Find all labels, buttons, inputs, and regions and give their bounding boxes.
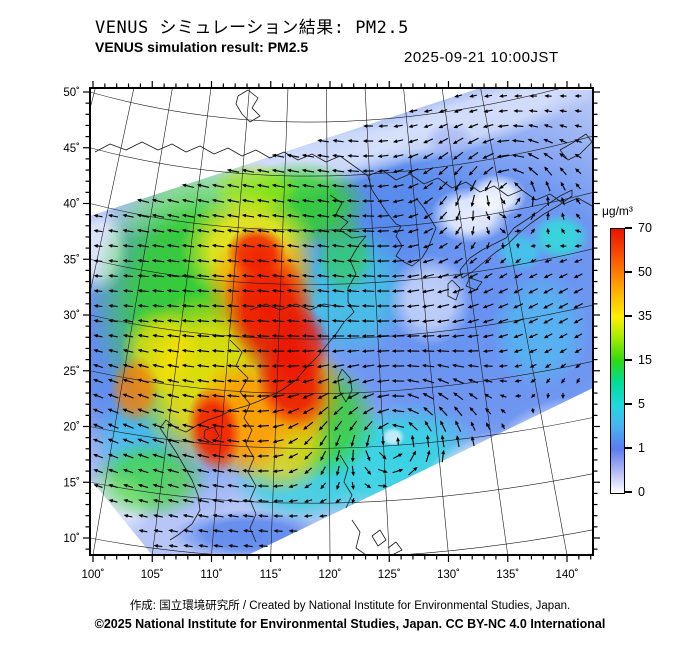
axis-ticks xyxy=(83,81,600,562)
coastline-path xyxy=(229,339,257,543)
footer-copyright: ©2025 National Institute for Environment… xyxy=(94,617,606,631)
colorbar: μg/m³ 70 50 35 15 5 1 0 xyxy=(598,204,698,504)
lat-tick-label: 25˚ xyxy=(63,366,80,378)
colorbar-tick-label: 15 xyxy=(638,353,652,367)
lat-tick-label: 15˚ xyxy=(63,477,80,489)
lat-tick-label: 45˚ xyxy=(63,143,80,155)
colorbar-tick xyxy=(625,271,632,273)
axis-tick-labels: 100˚ 105˚ 110˚ 115˚ 120˚ 125˚ 130˚ 135˚ 140˚ 10˚ 1… xyxy=(63,87,578,581)
coastline-path xyxy=(235,89,261,123)
coastline-path xyxy=(447,279,461,301)
lat-tick-label: 20˚ xyxy=(63,422,80,434)
coastline-path xyxy=(339,454,353,509)
page-title-english: VENUS simulation result: PM2.5 xyxy=(95,39,309,55)
lon-tick-label: 120˚ xyxy=(318,569,341,581)
lon-tick-label: 110˚ xyxy=(200,569,222,581)
wind-vector-arrows xyxy=(92,94,583,548)
lon-tick-label: 125˚ xyxy=(378,569,401,581)
colorbar-tick-label: 50 xyxy=(638,265,652,279)
lon-tick-label: 135˚ xyxy=(496,569,519,581)
coastline-path xyxy=(351,519,367,555)
colorbar-tick-label: 70 xyxy=(638,221,652,235)
lon-tick-label: 105˚ xyxy=(141,569,164,581)
lon-tick-label: 115˚ xyxy=(260,569,282,581)
lat-tick-label: 30˚ xyxy=(63,310,80,322)
page-title-japanese: VENUS シミュレーション結果: PM2.5 xyxy=(95,18,409,38)
colorbar-tick-label: 0 xyxy=(638,485,645,499)
coastline-path xyxy=(249,303,341,311)
coastline-path xyxy=(94,141,593,207)
datetime-label: 2025-09-21 10:00JST xyxy=(404,49,559,66)
coastline-path xyxy=(159,194,367,541)
coastlines xyxy=(94,89,593,555)
graticule-grid xyxy=(90,88,593,555)
footer-credit: 作成: 国立環境研究所 / Created by National Instit… xyxy=(129,600,571,612)
lat-tick-label: 40˚ xyxy=(63,199,80,211)
colorbar-tick xyxy=(625,491,632,493)
colorbar-gradient xyxy=(610,228,625,494)
map-frame xyxy=(89,87,594,556)
coastline-path xyxy=(337,368,353,403)
colorbar-tick-label: 1 xyxy=(638,441,645,455)
colorbar-unit-label: μg/m³ xyxy=(602,204,633,218)
lat-tick-label: 50˚ xyxy=(63,87,80,99)
colorbar-tick xyxy=(625,315,632,317)
colorbar-tick xyxy=(625,447,632,449)
colorbar-tick-label: 35 xyxy=(638,309,652,323)
colorbar-tick xyxy=(625,227,632,229)
lat-tick-label: 10˚ xyxy=(63,533,80,545)
lat-tick-label: 35˚ xyxy=(63,254,80,266)
colorbar-tick-label: 5 xyxy=(638,397,645,411)
coastline-path xyxy=(459,189,573,279)
lon-tick-label: 100˚ xyxy=(81,569,104,581)
lon-tick-label: 130˚ xyxy=(437,569,460,581)
colorbar-tick xyxy=(625,359,632,361)
colorbar-tick xyxy=(625,403,632,405)
coastline-path xyxy=(371,529,387,547)
coastline-path xyxy=(367,175,437,267)
lon-tick-label: 140˚ xyxy=(555,569,578,581)
coastline-path xyxy=(387,541,403,555)
